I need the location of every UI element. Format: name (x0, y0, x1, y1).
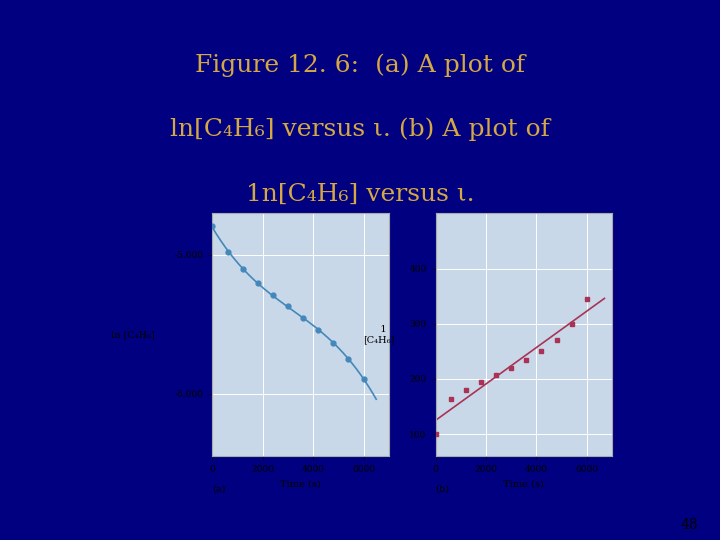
X-axis label: Time (s): Time (s) (280, 480, 321, 489)
Text: (a): (a) (212, 484, 226, 494)
X-axis label: Time (s): Time (s) (503, 480, 544, 489)
Text: Figure 12. 6:  (a) A plot of: Figure 12. 6: (a) A plot of (195, 53, 525, 77)
Text: (b): (b) (436, 484, 449, 494)
Text: ln[C₄H₆] versus ι. (b) A plot of: ln[C₄H₆] versus ι. (b) A plot of (170, 118, 550, 141)
Text: 1n[C₄H₆] versus ι.: 1n[C₄H₆] versus ι. (246, 183, 474, 206)
Y-axis label: ln [C₄H₆]: ln [C₄H₆] (111, 330, 155, 339)
Text: 48: 48 (681, 518, 698, 532)
Y-axis label:    1
[C₄H₆]: 1 [C₄H₆] (363, 325, 395, 345)
